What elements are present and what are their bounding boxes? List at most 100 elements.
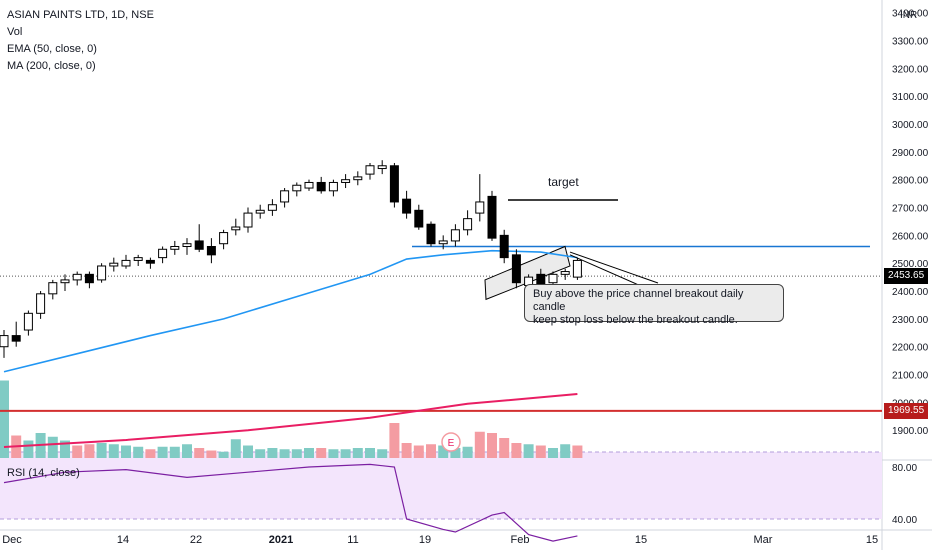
price-tick-label: 2100.00 bbox=[892, 371, 929, 382]
volume-bar bbox=[121, 445, 131, 458]
volume-bar bbox=[157, 446, 168, 458]
volume-bar bbox=[96, 443, 107, 458]
volume-bar bbox=[401, 443, 412, 458]
volume-bar bbox=[572, 445, 583, 458]
price-tick-label: 3000.00 bbox=[892, 120, 929, 131]
volume-bar bbox=[169, 446, 180, 458]
time-tick-label: 15 bbox=[635, 534, 647, 546]
candle-body bbox=[572, 259, 582, 278]
candle-body bbox=[511, 254, 521, 284]
candle-body bbox=[548, 273, 558, 284]
price-pane bbox=[0, 0, 882, 460]
candle-body bbox=[158, 248, 168, 259]
volume-bar bbox=[450, 448, 461, 458]
candle-body bbox=[11, 335, 21, 342]
candle-body bbox=[231, 226, 241, 231]
price-tick-label: 2700.00 bbox=[892, 204, 929, 215]
rsi-line bbox=[3, 463, 578, 542]
rsi-band bbox=[0, 452, 882, 519]
candle-body bbox=[206, 245, 216, 256]
price-tick-label: 3200.00 bbox=[892, 64, 929, 75]
volume-bar bbox=[255, 449, 266, 458]
legend-symbol-title[interactable]: ASIAN PAINTS LTD, 1D, NSE bbox=[7, 9, 154, 21]
rsi-tick-label: 80.00 bbox=[892, 463, 917, 474]
time-tick-label: Feb bbox=[511, 534, 530, 546]
price-tick-label: 3100.00 bbox=[892, 92, 929, 103]
price-tick-label: 2200.00 bbox=[892, 343, 929, 354]
candle-body bbox=[133, 257, 143, 261]
volume-bar bbox=[267, 448, 278, 458]
volume-bar bbox=[243, 445, 253, 458]
price-tick-label: 1900.00 bbox=[892, 426, 929, 437]
last-price-badge: 2453.65 bbox=[884, 268, 929, 285]
legend-vol[interactable]: Vol bbox=[7, 26, 23, 38]
candle-body bbox=[377, 165, 387, 170]
candle-body bbox=[182, 243, 192, 247]
candle-body bbox=[365, 165, 375, 175]
volume-bar bbox=[535, 445, 546, 458]
volume-bar bbox=[60, 440, 70, 458]
price-tick-label: 2800.00 bbox=[892, 176, 929, 187]
candle-body bbox=[328, 181, 338, 192]
price-channel bbox=[484, 245, 571, 301]
ma200-line bbox=[3, 393, 578, 448]
legend-ema[interactable]: EMA (50, close, 0) bbox=[7, 43, 97, 55]
price-tick-label: 2500.00 bbox=[892, 259, 929, 270]
earnings-event-label: E bbox=[448, 438, 455, 449]
volume-bar bbox=[194, 448, 205, 458]
time-tick-label: 19 bbox=[419, 534, 431, 546]
volume-bar bbox=[47, 436, 58, 458]
price-tick-label: 2300.00 bbox=[892, 315, 929, 326]
candle-body bbox=[450, 229, 460, 242]
volume-bar bbox=[145, 449, 156, 458]
candle-body bbox=[267, 204, 277, 211]
price-tick-label: 3400.00 bbox=[892, 9, 929, 20]
volume-bar bbox=[72, 445, 83, 458]
candle-body bbox=[475, 201, 485, 214]
volume-bar bbox=[426, 444, 436, 458]
time-tick-label: 15 bbox=[866, 534, 878, 546]
volume-bar bbox=[377, 449, 388, 458]
candle-body bbox=[304, 181, 314, 189]
volume-bar bbox=[230, 439, 241, 458]
candle-body bbox=[499, 234, 509, 259]
candle-body bbox=[426, 223, 436, 245]
time-tick-label: Dec bbox=[2, 534, 22, 546]
legend-ma[interactable]: MA (200, close, 0) bbox=[7, 60, 96, 72]
candle-body bbox=[560, 271, 570, 275]
volume-bar bbox=[548, 448, 558, 458]
volume-bar bbox=[182, 444, 192, 458]
annotation-line-1: Buy above the price channel breakout dai… bbox=[533, 288, 744, 313]
volume-bar bbox=[352, 448, 363, 458]
candle-body bbox=[292, 184, 302, 192]
candle-body bbox=[194, 240, 204, 250]
volume-bar bbox=[462, 446, 473, 458]
rsi-legend[interactable]: RSI (14, close) bbox=[7, 467, 80, 479]
annotation-line-2: keep stop loss below the breakout candle… bbox=[533, 314, 738, 326]
candle-body bbox=[145, 259, 155, 264]
candle-body bbox=[97, 265, 107, 281]
candle-body bbox=[109, 262, 119, 267]
candle-body bbox=[316, 181, 326, 192]
price-tick-label: 3300.00 bbox=[892, 36, 929, 47]
chart-legend: ASIAN PAINTS LTD, 1D, NSE Vol EMA (50, c… bbox=[7, 7, 154, 75]
target-label[interactable]: target bbox=[548, 175, 579, 189]
candle-body bbox=[341, 179, 351, 183]
volume-bar bbox=[413, 445, 424, 458]
volume-bar bbox=[206, 450, 217, 458]
volume-bar bbox=[523, 444, 534, 458]
candle-body bbox=[121, 259, 131, 267]
volume-bar bbox=[218, 451, 229, 458]
volume-bar bbox=[560, 444, 571, 458]
time-tick-label: 22 bbox=[190, 534, 202, 546]
volume-bar bbox=[365, 448, 375, 458]
candle-body bbox=[487, 195, 497, 239]
candle-body bbox=[219, 232, 229, 245]
candle-body bbox=[438, 240, 448, 245]
candle-body bbox=[23, 312, 33, 331]
annotation-callout[interactable]: Buy above the price channel breakout dai… bbox=[524, 284, 784, 326]
callout-pointer bbox=[569, 251, 659, 284]
price-tick-label: 2600.00 bbox=[892, 231, 929, 242]
